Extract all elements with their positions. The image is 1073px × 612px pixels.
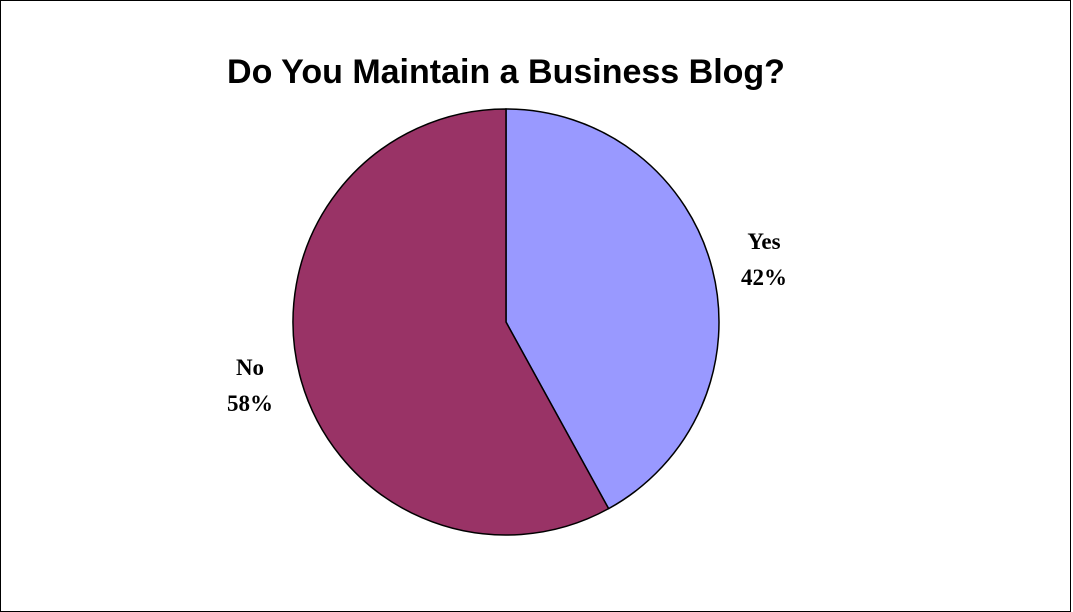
- slice-label-yes: Yes: [747, 229, 780, 254]
- chart-title: Do You Maintain a Business Blog?: [227, 53, 785, 91]
- slice-label-no: No: [236, 355, 264, 380]
- slice-percent-no: 58%: [227, 391, 273, 416]
- pie-slice-yes: [505, 108, 720, 510]
- slice-percent-yes: 42%: [741, 265, 787, 290]
- pie-slice-no: [292, 108, 610, 536]
